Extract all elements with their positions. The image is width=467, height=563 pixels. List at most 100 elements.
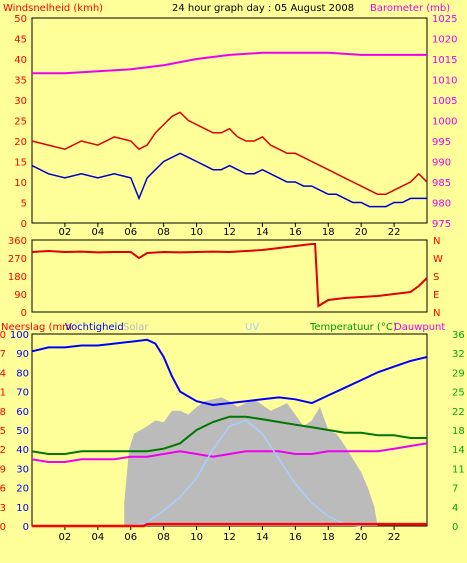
x-tick-label: 08 <box>157 227 170 238</box>
rain-tick-label: 6 <box>0 484 6 495</box>
x-tick-label: 22 <box>388 532 401 543</box>
wind-tick-label: 20 <box>14 137 27 148</box>
rain-tick-label: 27 <box>0 349 6 360</box>
x-tick-label: 10 <box>190 532 203 543</box>
uv-line <box>130 419 362 527</box>
barometer-tick-label: 1015 <box>432 55 457 66</box>
rain-axis-label: Neerslag (mm <box>1 322 72 333</box>
barometer-tick-label: 1020 <box>432 35 457 46</box>
barometer-tick-label: 1005 <box>432 96 457 107</box>
barometer-tick-label: 1025 <box>432 14 457 25</box>
rain-tick-label: 0 <box>0 522 6 533</box>
x-tick-label: 20 <box>355 532 368 543</box>
barometer-tick-label: 1000 <box>432 117 457 128</box>
chart-title: 24 hour graph day : 05 August 2008 <box>172 3 354 14</box>
compass-tick-label: E <box>433 290 439 301</box>
x-tick-label: 06 <box>124 227 137 238</box>
barometer-line <box>32 51 427 75</box>
x-tick-label: 16 <box>289 532 302 543</box>
rain-tick-label: 24 <box>0 368 6 379</box>
direction-tick-label: 90 <box>14 290 27 301</box>
x-tick-label: 14 <box>256 532 269 543</box>
rain-line <box>32 522 427 528</box>
wind-tick-label: 30 <box>14 96 27 107</box>
humidity-axis-label: Vochtigheid <box>65 322 124 333</box>
direction-tick-label: 180 <box>8 272 27 283</box>
rain-tick-label: 3 <box>0 503 6 514</box>
compass-tick-label: W <box>433 254 443 265</box>
temperature-tick-label: 4 <box>452 503 458 514</box>
rain-tick-label: 30 <box>0 330 6 341</box>
wind-tick-label: 25 <box>14 117 27 128</box>
direction-tick-label: 360 <box>8 236 27 247</box>
temperature-tick-label: 0 <box>452 522 458 533</box>
rain-tick-label: 18 <box>0 407 6 418</box>
barometer-tick-label: 985 <box>432 178 451 189</box>
x-tick-label: 10 <box>190 227 203 238</box>
x-tick-label: 14 <box>256 227 269 238</box>
barometer-tick-label: 990 <box>432 158 451 169</box>
wind-tick-label: 10 <box>14 178 27 189</box>
wind-panel-frame <box>31 17 428 224</box>
x-tick-label: 02 <box>59 532 72 543</box>
compass-tick-label: N <box>433 308 440 319</box>
direction-tick-label: 270 <box>8 254 27 265</box>
temperature-tick-label: 11 <box>452 464 465 475</box>
x-tick-label: 04 <box>91 227 104 238</box>
x-tick-label: 18 <box>322 532 335 543</box>
humidity-tick-label: 90 <box>16 349 29 360</box>
compass-tick-label: N <box>433 236 440 247</box>
barometer-tick-label: 1010 <box>432 76 457 87</box>
temperature-tick-label: 22 <box>452 407 465 418</box>
wind-tick-label: 5 <box>21 199 27 210</box>
x-tick-label: 20 <box>355 227 368 238</box>
wind-tick-label: 15 <box>14 158 27 169</box>
wind-tick-label: 35 <box>14 76 27 87</box>
humidity-tick-label: 80 <box>16 368 29 379</box>
uv-axis-label: UV <box>245 322 259 333</box>
barometer-axis-label: Barometer (mb) <box>370 3 450 14</box>
temperature-tick-label: 32 <box>452 349 465 360</box>
wind-tick-label: 0 <box>21 219 27 230</box>
x-tick-label: 06 <box>124 532 137 543</box>
humidity-tick-label: 20 <box>16 484 29 495</box>
temperature-tick-label: 18 <box>452 426 465 437</box>
x-tick-label: 02 <box>59 227 72 238</box>
humidity-tick-label: 100 <box>10 330 29 341</box>
temperature-tick-label: 25 <box>452 388 465 399</box>
humidity-tick-label: 40 <box>16 445 29 456</box>
humidity-tick-label: 10 <box>16 503 29 514</box>
wind-gust-line <box>31 152 427 208</box>
dewpoint-line <box>31 442 428 463</box>
wind-speed-line <box>31 111 428 196</box>
wind-tick-label: 45 <box>14 35 27 46</box>
wind-axis-label: Windsnelheid (kmh) <box>3 3 103 14</box>
direction-panel-frame <box>31 239 428 313</box>
wind-tick-label: 50 <box>14 14 27 25</box>
x-tick-label: 22 <box>388 227 401 238</box>
rain-tick-label: 9 <box>0 464 6 475</box>
dewpoint-axis-label: Dauwpunt <box>394 322 445 333</box>
x-tick-label: 12 <box>223 532 236 543</box>
temperature-tick-label: 29 <box>452 368 465 379</box>
humidity-tick-label: 70 <box>16 388 29 399</box>
barometer-tick-label: 980 <box>432 199 451 210</box>
solar-area <box>124 397 378 526</box>
barometer-tick-label: 995 <box>432 137 451 148</box>
x-tick-label: 08 <box>157 532 170 543</box>
wind-direction-line <box>31 243 428 308</box>
temperature-tick-label: 14 <box>452 445 465 456</box>
compass-tick-label: S <box>433 272 439 283</box>
humidity-tick-label: 60 <box>16 407 29 418</box>
rain-tick-label: 12 <box>0 445 6 456</box>
rain-tick-label: 21 <box>0 388 6 399</box>
direction-tick-label: 0 <box>21 308 27 319</box>
x-tick-label: 04 <box>91 532 104 543</box>
humidity-tick-label: 50 <box>16 426 29 437</box>
solar-axis-label: Solar <box>123 322 149 333</box>
x-tick-label: 12 <box>223 227 236 238</box>
temperature-tick-label: 7 <box>452 484 458 495</box>
wind-tick-label: 40 <box>14 55 27 66</box>
